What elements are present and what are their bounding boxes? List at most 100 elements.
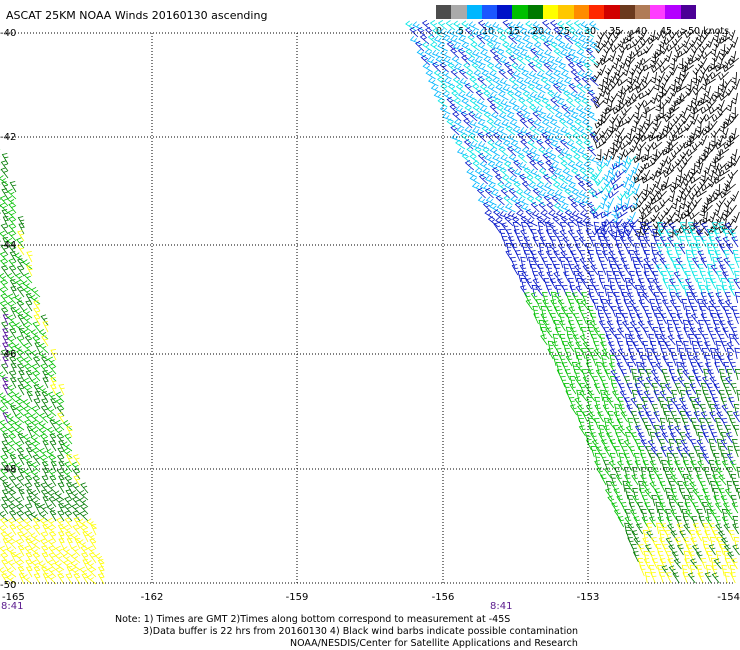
wind-barb xyxy=(608,141,615,154)
wind-barb xyxy=(18,370,25,382)
wind-barb xyxy=(585,229,592,241)
wind-barb xyxy=(720,277,727,290)
wind-barb xyxy=(15,559,25,571)
wind-barb xyxy=(603,204,609,217)
wind-barb xyxy=(552,104,563,115)
wind-barb xyxy=(42,496,49,508)
wind-barb xyxy=(514,35,526,45)
wind-barb xyxy=(496,203,508,213)
wind-barb xyxy=(0,461,9,473)
wind-barb xyxy=(646,204,657,214)
wind-barb xyxy=(482,201,492,213)
wind-barb xyxy=(601,250,609,262)
wind-barb xyxy=(492,131,503,143)
wind-barb xyxy=(642,306,649,318)
wind-barb xyxy=(514,201,524,213)
wind-barb xyxy=(0,202,9,214)
wind-barb xyxy=(713,354,720,367)
lat-tick-label: -48 xyxy=(0,464,16,475)
wind-barb xyxy=(557,20,568,31)
wind-barb xyxy=(24,440,33,452)
wind-barb xyxy=(536,159,547,171)
wind-barb xyxy=(14,308,25,319)
wind-barb xyxy=(666,211,676,223)
wind-barb xyxy=(623,299,630,311)
lat-tick-label: -50 xyxy=(0,580,16,591)
wind-barb xyxy=(630,432,638,444)
wind-barb xyxy=(655,264,663,276)
wind-barb xyxy=(454,118,465,129)
wind-barb xyxy=(24,349,33,361)
wind-barb xyxy=(579,257,588,269)
wind-barb xyxy=(677,376,686,388)
wind-barb xyxy=(686,467,693,479)
wind-barb xyxy=(0,195,9,207)
wind-barb xyxy=(570,68,580,80)
wind-barb xyxy=(677,502,684,514)
wind-barb xyxy=(458,68,468,80)
wind-barb xyxy=(650,369,659,381)
wind-barb xyxy=(440,83,450,94)
wind-barb xyxy=(56,433,65,445)
wind-barb xyxy=(669,57,676,70)
wind-barb xyxy=(537,264,544,276)
wind-barb xyxy=(14,420,25,431)
wind-barb xyxy=(672,134,684,142)
wind-barb xyxy=(613,509,622,521)
wind-barb xyxy=(679,235,685,248)
wind-barb xyxy=(623,453,631,465)
wind-barb xyxy=(590,432,597,444)
wind-barb xyxy=(659,558,667,570)
wind-barb xyxy=(722,327,729,339)
wind-barb xyxy=(546,112,558,122)
wind-barb xyxy=(17,566,25,578)
wind-barb xyxy=(730,36,739,48)
wind-barb xyxy=(715,292,723,304)
wind-barb xyxy=(638,92,650,100)
wind-barb xyxy=(450,124,460,136)
wind-barb xyxy=(513,229,521,241)
wind-barb xyxy=(643,271,650,283)
wind-barb xyxy=(670,411,677,423)
wind-barb xyxy=(725,425,732,437)
wind-barb xyxy=(25,370,33,382)
wind-barb xyxy=(2,384,9,396)
wind-barb xyxy=(656,474,663,486)
wind-barb xyxy=(629,271,635,283)
wind-barb xyxy=(729,460,737,472)
wind-barb xyxy=(516,43,528,52)
wind-barb xyxy=(646,347,652,360)
wind-barb xyxy=(656,250,665,262)
wind-barb xyxy=(713,383,721,395)
wind-barb xyxy=(581,197,593,206)
wind-barb xyxy=(638,204,649,215)
wind-barb xyxy=(617,516,625,528)
wind-barb xyxy=(6,574,17,585)
wind-barb xyxy=(0,244,9,256)
wind-barb xyxy=(664,383,673,395)
wind-barb xyxy=(527,117,537,129)
wind-barb xyxy=(667,141,679,151)
wind-barb xyxy=(603,390,612,402)
wind-barb xyxy=(724,43,734,55)
wind-barb xyxy=(659,64,670,74)
wind-barb xyxy=(517,131,527,143)
wind-barb xyxy=(627,494,633,507)
wind-barb xyxy=(565,292,572,304)
wind-barb xyxy=(579,250,586,262)
wind-barb xyxy=(529,125,540,136)
wind-barb xyxy=(527,139,538,150)
wind-barb xyxy=(511,264,519,276)
wind-barb xyxy=(671,50,681,62)
wind-barb xyxy=(546,56,558,66)
wind-barb xyxy=(40,433,49,445)
wind-barb xyxy=(23,433,33,445)
wind-barb xyxy=(542,19,552,31)
wind-barb xyxy=(55,419,65,431)
wind-barb xyxy=(542,299,549,311)
wind-barb xyxy=(446,96,456,108)
wind-barb xyxy=(42,321,49,333)
wind-barb xyxy=(675,92,682,105)
wind-barb xyxy=(474,56,486,66)
wind-barb xyxy=(0,419,9,431)
